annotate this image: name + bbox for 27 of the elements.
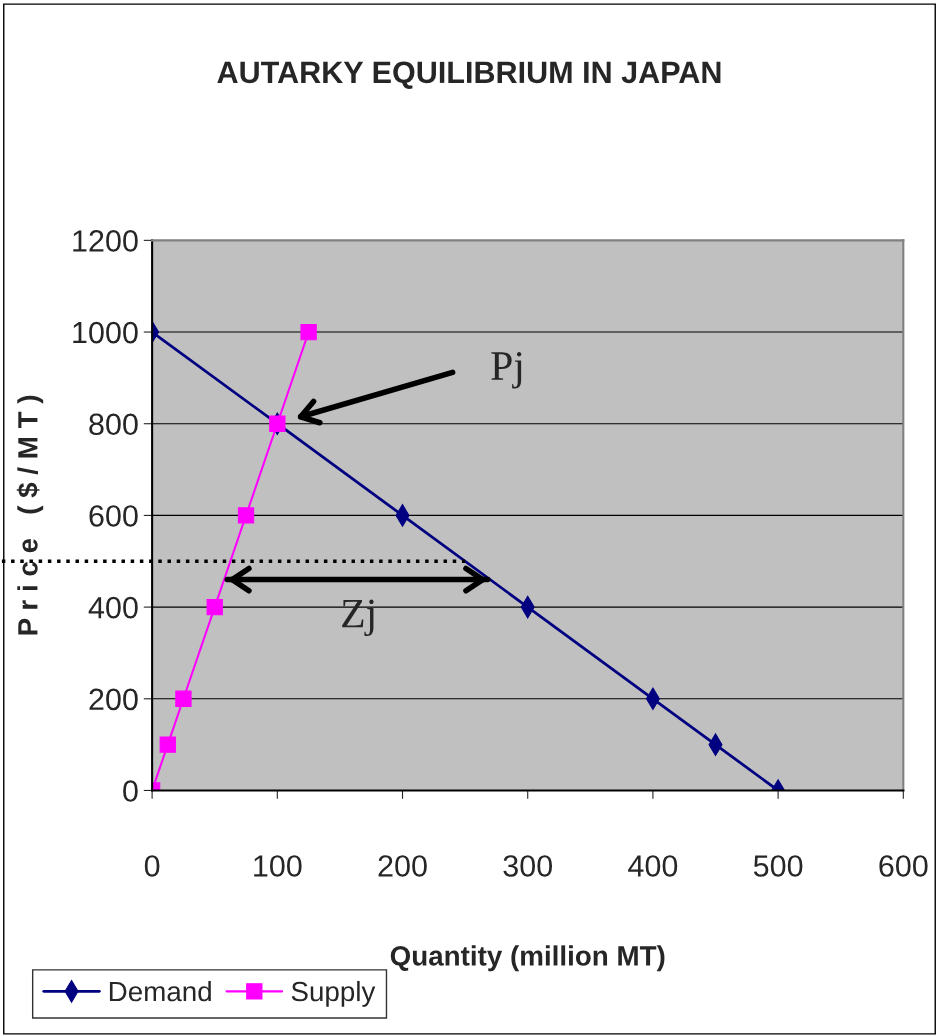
legend-label: Supply [291,980,376,1007]
annotation: Pj [491,352,522,389]
point [269,415,286,432]
x-tick-label: 200 [378,855,427,877]
y-tick-label: 400 [88,596,138,619]
point [175,690,192,707]
x-tick-label: 600 [879,855,928,877]
point [206,598,223,616]
point [159,736,176,753]
x-tick-label: 100 [254,855,302,877]
chart-title: AUTARKY EQUILIBRIUM IN JAPAN [217,61,721,89]
point [237,507,255,524]
x-tick-label: 0 [144,855,160,877]
x-tick-label: 400 [628,855,678,877]
y-tick-label: 200 [89,688,138,711]
y-tick-label: 600 [89,505,138,527]
y-tick-label: 1000 [73,321,138,344]
x-axis-title: Quantity (million MT) [390,945,665,972]
y-tick-label: 800 [89,413,138,436]
y-tick-label: 0 [123,780,138,802]
annotation: Zj [342,599,374,637]
legend-label: Demand [109,980,211,1002]
point [300,323,317,341]
y-axis-title: P r i c e ( $ / M T ) [16,395,44,635]
y-tick-label: 1200 [73,230,138,252]
x-tick-label: 300 [503,855,553,877]
x-tick-label: 500 [753,855,803,877]
